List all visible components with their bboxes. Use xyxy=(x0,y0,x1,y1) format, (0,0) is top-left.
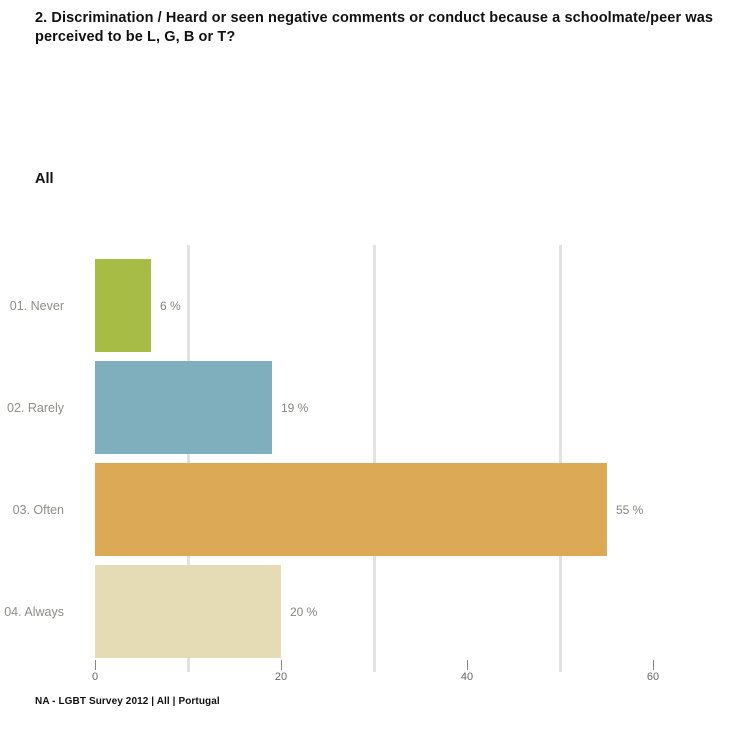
x-axis-tick-label: 40 xyxy=(460,671,474,683)
x-axis-tick-mark xyxy=(653,660,654,670)
bar-row: 01. Never 6 % xyxy=(0,259,740,352)
x-axis-tick-mark xyxy=(95,660,96,670)
value-label: 55 % xyxy=(616,502,644,517)
vertical-gridline xyxy=(372,245,376,672)
bar-row: 04. Always 20 % xyxy=(0,565,740,658)
category-label: 04. Always xyxy=(4,604,64,619)
group-label: All xyxy=(35,171,54,187)
source-note: NA - LGBT Survey 2012 | All | Portugal xyxy=(35,696,220,707)
bar-02-rarely xyxy=(95,361,272,454)
value-label: 20 % xyxy=(290,604,318,619)
x-axis-tick-label: 60 xyxy=(646,671,660,683)
bar-04-always xyxy=(95,565,281,658)
bar-03-often xyxy=(95,463,607,556)
x-axis-tick-mark xyxy=(281,660,282,670)
chart-title: 2. Discrimination / Heard or seen negati… xyxy=(35,10,714,45)
x-axis-tick-mark xyxy=(467,660,468,670)
vertical-gridline xyxy=(558,245,562,672)
value-label: 19 % xyxy=(281,400,309,415)
bar-row: 03. Often 55 % xyxy=(0,463,740,556)
bar-row: 02. Rarely 19 % xyxy=(0,361,740,454)
x-axis-tick-label: 0 xyxy=(91,671,99,683)
bar-01-never xyxy=(95,259,151,352)
category-label: 03. Often xyxy=(12,502,64,517)
category-label: 01. Never xyxy=(9,298,64,313)
category-label: 02. Rarely xyxy=(7,400,64,415)
vertical-gridline xyxy=(186,245,190,672)
x-axis-tick-label: 20 xyxy=(274,671,288,683)
value-label: 6 % xyxy=(160,298,181,313)
